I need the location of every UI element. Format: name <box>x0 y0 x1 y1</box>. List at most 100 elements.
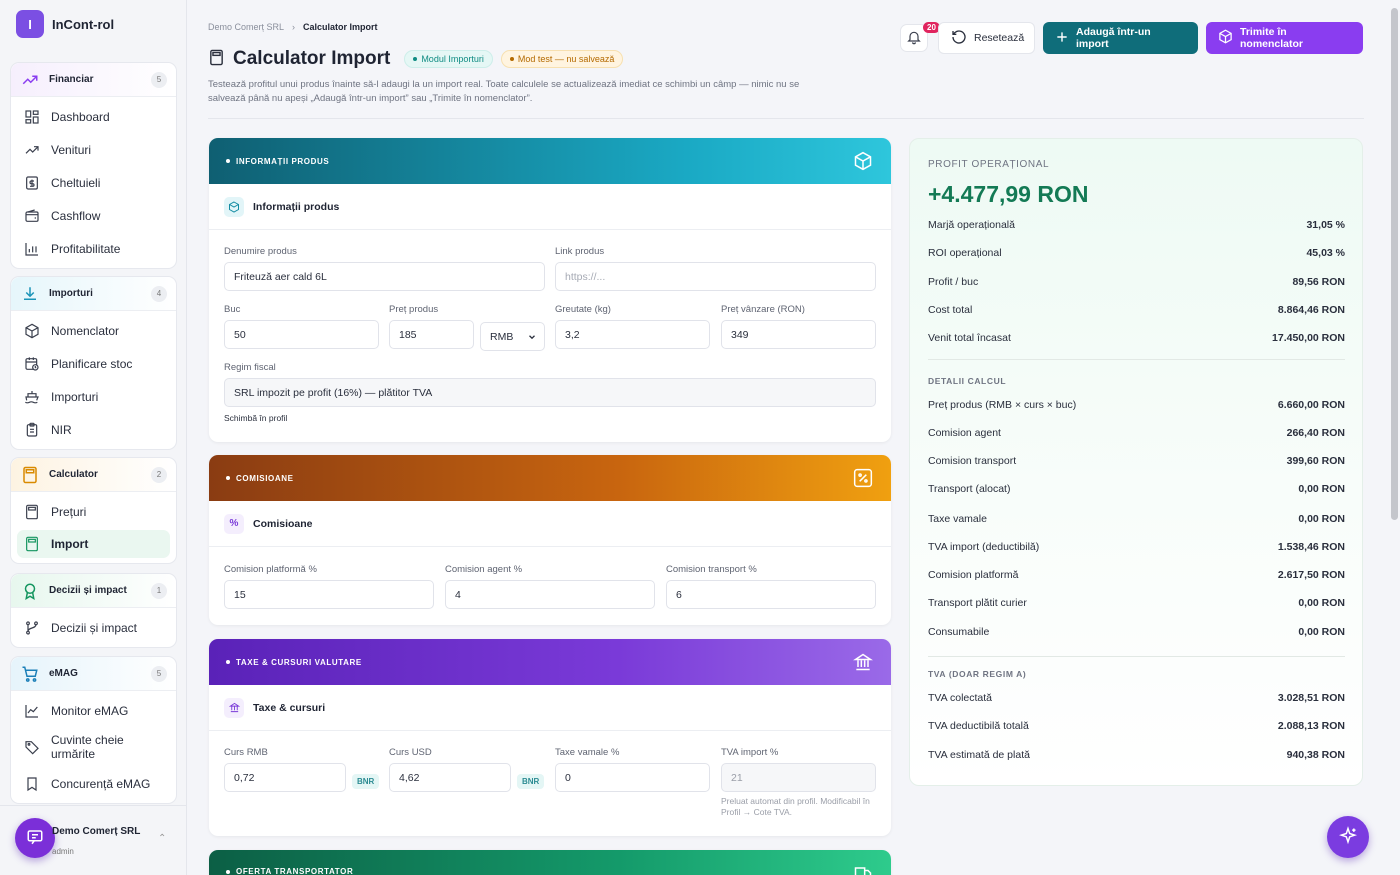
calculator-icon <box>208 48 225 70</box>
bank-icon <box>853 652 873 674</box>
sidebar-item-preturi[interactable]: Prețuri <box>11 495 176 528</box>
scrollbar-thumb[interactable] <box>1391 8 1398 520</box>
nav-group-header[interactable]: Importuri 4 <box>11 277 176 311</box>
sidebar-item-label: Concurență eMAG <box>51 776 151 791</box>
sidebar-item-import[interactable]: Import <box>17 530 170 558</box>
award-icon <box>20 581 40 601</box>
transport-commission-field: Comision transport % 6 <box>666 564 876 609</box>
summary-row: Profit / buc 89,56 RON <box>928 276 1345 288</box>
nav-group-importuri: Importuri 4 Nomenclator Planificare stoc… <box>10 276 177 450</box>
sidebar-item-nomenclator[interactable]: Nomenclator <box>11 314 176 347</box>
sidebar-item-concurenta-emag[interactable]: Concurență eMAG <box>11 767 176 800</box>
chevron-up-icon[interactable]: ⌃ <box>158 833 167 844</box>
trend-up-icon <box>23 141 41 159</box>
nav-group-header[interactable]: eMAG 5 <box>11 657 176 691</box>
usd-rate-input[interactable]: 4,62 <box>389 763 511 792</box>
change-in-profile-link[interactable]: Schimbă în profil <box>224 413 288 423</box>
currency-select[interactable]: RMB <box>480 322 545 351</box>
sidebar-item-label: Cuvinte cheie urmărite <box>51 733 124 761</box>
reset-button[interactable]: Resetează <box>938 22 1035 54</box>
notifications-button[interactable]: 20 <box>900 22 940 52</box>
vat-hint: Preluat automat din profil. Modificabil … <box>721 796 870 817</box>
weight-input[interactable]: 3,2 <box>555 320 710 349</box>
ai-assistant-button[interactable] <box>1327 816 1369 858</box>
sidebar-item-cheltuieli[interactable]: Cheltuieli <box>11 166 176 199</box>
customs-field: Taxe vamale % 0 <box>555 747 710 792</box>
sidebar-item-monitor-emag[interactable]: Monitor eMAG <box>11 694 176 727</box>
rmb-rate-input[interactable]: 0,72 <box>224 763 346 792</box>
nav-group-emag: eMAG 5 Monitor eMAG Cuvinte cheie urmări… <box>10 656 177 804</box>
percent-icon <box>853 468 873 490</box>
sidebar-item-planificare-stoc[interactable]: Planificare stoc <box>11 347 176 380</box>
nav-group-header[interactable]: Decizii și impact 1 <box>11 574 176 608</box>
percent-icon: % <box>224 513 244 534</box>
nav-group-label: eMAG <box>49 668 78 679</box>
summary-panel: PROFIT OPERAȚIONAL +4.477,99 RON Marjă o… <box>909 138 1363 786</box>
box-icon <box>853 151 873 173</box>
nav-group-count: 1 <box>151 582 167 599</box>
section-subheader: % Comisioane <box>209 501 891 547</box>
nav-group-decizii: Decizii și impact 1 Decizii și impact <box>10 573 177 648</box>
product-name-field: Denumire produs Friteuză aer cald 6L <box>224 246 545 291</box>
package-icon <box>1218 29 1233 47</box>
brand[interactable]: I InCont-rol <box>16 10 114 38</box>
sidebar-item-label: Decizii și impact <box>51 620 138 635</box>
dollar-receipt-icon <box>23 174 41 192</box>
summary-heading: PROFIT OPERAȚIONAL <box>928 159 1050 170</box>
vat-row: TVA estimată de plată 940,38 RON <box>928 749 1345 761</box>
customs-input[interactable]: 0 <box>555 763 710 792</box>
breadcrumb: Demo Comerț SRL › Calculator Import <box>208 22 378 32</box>
product-name-input[interactable]: Friteuză aer cald 6L <box>224 262 545 291</box>
sidebar-item-venituri[interactable]: Venituri <box>11 133 176 166</box>
vat-row: TVA deductibilă totală 2.088,13 RON <box>928 720 1345 732</box>
product-link-input[interactable]: https://... <box>555 262 876 291</box>
send-to-nomenclator-button[interactable]: Trimite în nomenclator <box>1206 22 1363 54</box>
sidebar-item-label: Importuri <box>51 389 99 404</box>
section-band: TAXE & CURSURI VALUTARE <box>209 639 891 685</box>
nav-group-header[interactable]: Calculator 2 <box>11 458 176 492</box>
chat-button[interactable] <box>15 818 55 858</box>
app-logo: I <box>16 10 44 38</box>
sidebar-item-nir[interactable]: NIR <box>11 413 176 446</box>
test-mode-badge: Mod test — nu salvează <box>500 50 624 68</box>
sidebar-item-label: Monitor eMAG <box>51 703 129 718</box>
nav-group-header[interactable]: Financiar 5 <box>11 63 176 97</box>
price-input[interactable]: 185 <box>389 320 474 349</box>
sidebar-item-decizii[interactable]: Decizii și impact <box>11 611 176 644</box>
add-to-import-button[interactable]: Adaugă într-un import <box>1043 22 1198 54</box>
box-icon <box>23 322 41 340</box>
module-badge: Modul Importuri <box>404 50 493 68</box>
sidebar: I InCont-rol Financiar 5 Dashboard Venit… <box>0 0 187 875</box>
download-icon <box>20 284 40 304</box>
platform-commission-input[interactable]: 15 <box>224 580 434 609</box>
breadcrumb-item[interactable]: Demo Comerț SRL <box>208 22 285 32</box>
divider <box>928 656 1345 657</box>
sidebar-item-importuri[interactable]: Importuri <box>11 380 176 413</box>
bar-chart-icon <box>23 240 41 258</box>
details-heading: DETALII CALCUL <box>928 376 1007 386</box>
sidebar-item-cuvinte-cheie[interactable]: Cuvinte cheie urmărite <box>11 727 176 767</box>
vat-row: TVA colectată 3.028,51 RON <box>928 692 1345 704</box>
sidebar-item-profitabilitate[interactable]: Profitabilitate <box>11 232 176 265</box>
import-vat-field: TVA import % 21 Preluat automat din prof… <box>721 747 876 818</box>
transport-commission-input[interactable]: 6 <box>666 580 876 609</box>
truck-icon <box>853 863 873 875</box>
agent-commission-field: Comision agent % 4 <box>445 564 655 609</box>
sidebar-item-cashflow[interactable]: Cashflow <box>11 199 176 232</box>
carrier-card: OFERTA TRANSPORTATOR <box>209 850 891 875</box>
agent-commission-input[interactable]: 4 <box>445 580 655 609</box>
sidebar-item-label: Import <box>51 537 89 551</box>
sidebar-item-dashboard[interactable]: Dashboard <box>11 100 176 133</box>
plus-icon <box>1055 30 1069 47</box>
import-vat-input: 21 <box>721 763 876 792</box>
bnr-chip: BNR <box>517 774 545 789</box>
sale-price-input[interactable]: 349 <box>721 320 876 349</box>
calendar-clock-icon <box>23 355 41 373</box>
quantity-input[interactable]: 50 <box>224 320 379 349</box>
summary-row: Cost total 8.864,46 RON <box>928 304 1345 316</box>
nav-group-financiar: Financiar 5 Dashboard Venituri Cheltuiel… <box>10 62 177 269</box>
taxes-card: TAXE & CURSURI VALUTARE Taxe & cursuri C… <box>209 639 891 836</box>
nav-group-label: Importuri <box>49 288 93 299</box>
line-chart-icon <box>23 702 41 720</box>
scrollbar[interactable] <box>1389 0 1400 875</box>
